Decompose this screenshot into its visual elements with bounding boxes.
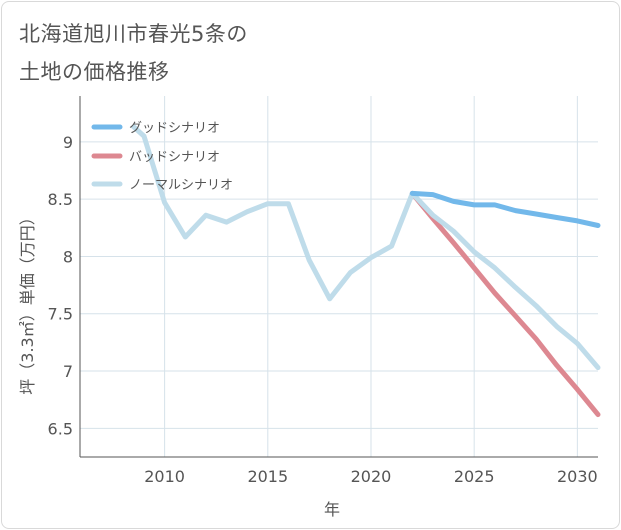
series-line-bad bbox=[409, 190, 601, 418]
series-line-good bbox=[409, 190, 601, 228]
legend-label-bad: バッドシナリオ bbox=[129, 150, 220, 165]
x-tick-labels: 2010 2015 2020 2025 2030 bbox=[144, 467, 597, 486]
x-tick-label: 2015 bbox=[247, 467, 288, 486]
x-tick-label: 2010 bbox=[144, 467, 185, 486]
legend-label-good: グッドシナリオ bbox=[129, 121, 220, 136]
y-tick-label: 7.5 bbox=[48, 305, 73, 324]
x-tick-label: 2030 bbox=[557, 467, 598, 486]
axes bbox=[79, 96, 598, 458]
legend: グッドシナリオ バッドシナリオ ノーマルシナリオ bbox=[91, 121, 233, 193]
y-tick-label: 7 bbox=[63, 362, 73, 381]
y-tick-label: 8 bbox=[63, 247, 73, 266]
y-tick-label: 8.5 bbox=[48, 190, 73, 209]
chart-title-line-2: 土地の価格推移 bbox=[19, 60, 170, 84]
y-tick-label: 9 bbox=[63, 133, 73, 152]
legend-label-normal: ノーマルシナリオ bbox=[129, 178, 233, 193]
y-tick-labels: 6.5 7 7.5 8 8.5 9 bbox=[48, 133, 73, 439]
series-line-normal bbox=[131, 124, 601, 371]
x-tick-label: 2025 bbox=[454, 467, 495, 486]
y-axis-title: 坪（3.3㎡）単価（万円） bbox=[18, 209, 37, 394]
x-axis-title: 年 bbox=[324, 500, 340, 519]
series-layer bbox=[131, 124, 601, 418]
x-tick-label: 2020 bbox=[351, 467, 392, 486]
chart-title-line-1: 北海道旭川市春光5条の bbox=[19, 22, 248, 46]
y-tick-label: 6.5 bbox=[48, 419, 73, 438]
